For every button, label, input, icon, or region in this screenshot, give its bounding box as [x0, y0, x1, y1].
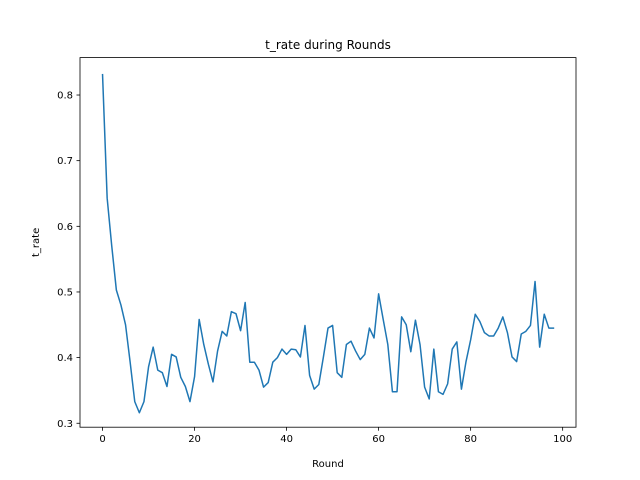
- x-tick-label: 60: [372, 434, 385, 445]
- y-tick-label: 0.5: [57, 287, 73, 298]
- y-tick-label: 0.8: [57, 91, 73, 102]
- plot-frame: [79, 57, 577, 428]
- x-tick-label: 40: [280, 434, 293, 445]
- series-layer: [101, 73, 555, 414]
- y-tick-label: 0.3: [57, 419, 73, 430]
- x-tick-label: 100: [553, 434, 572, 445]
- x-tick-label: 80: [464, 434, 477, 445]
- series-line-0: [101, 73, 555, 414]
- y-tick-label: 0.7: [57, 156, 73, 167]
- y-axis-ticks: 0.3 0.4 0.5 0.6 0.7 0.8: [57, 91, 80, 430]
- y-tick-label: 0.6: [57, 222, 73, 233]
- y-axis-label: t_rate: [31, 228, 42, 257]
- chart-title: t_rate during Rounds: [265, 38, 391, 52]
- plot-area: [80, 57, 576, 428]
- x-axis-ticks: 0 20 40 60 80 100: [99, 427, 572, 445]
- y-tick-label: 0.4: [57, 353, 73, 364]
- x-axis-label: Round: [312, 459, 344, 470]
- x-tick-label: 0: [99, 434, 105, 445]
- x-tick-label: 20: [188, 434, 201, 445]
